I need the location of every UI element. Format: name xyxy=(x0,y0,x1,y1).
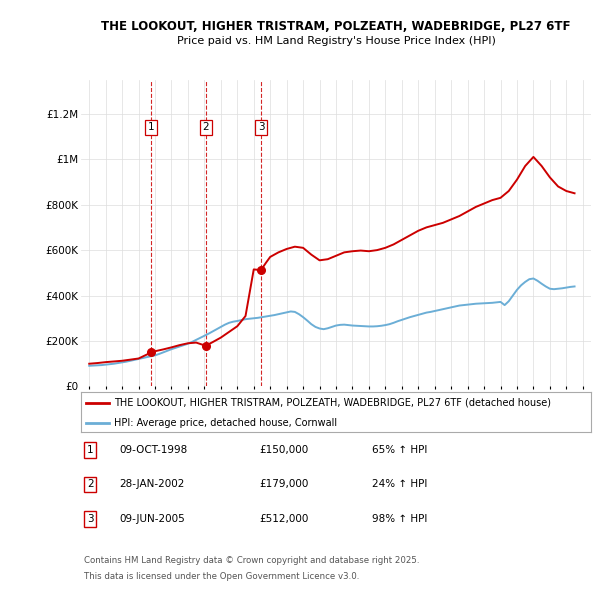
Text: 98% ↑ HPI: 98% ↑ HPI xyxy=(372,513,427,523)
Text: 09-OCT-1998: 09-OCT-1998 xyxy=(119,445,187,455)
Text: 2: 2 xyxy=(202,122,209,132)
Text: This data is licensed under the Open Government Licence v3.0.: This data is licensed under the Open Gov… xyxy=(84,572,359,581)
Text: 1: 1 xyxy=(148,122,155,132)
Text: 2: 2 xyxy=(87,480,94,490)
Text: HPI: Average price, detached house, Cornwall: HPI: Average price, detached house, Corn… xyxy=(114,418,337,428)
Text: £512,000: £512,000 xyxy=(260,513,309,523)
Text: 24% ↑ HPI: 24% ↑ HPI xyxy=(372,480,427,490)
Text: THE LOOKOUT, HIGHER TRISTRAM, POLZEATH, WADEBRIDGE, PL27 6TF: THE LOOKOUT, HIGHER TRISTRAM, POLZEATH, … xyxy=(101,20,571,33)
Text: 28-JAN-2002: 28-JAN-2002 xyxy=(119,480,185,490)
Text: 3: 3 xyxy=(87,513,94,523)
Text: 1: 1 xyxy=(87,445,94,455)
Text: THE LOOKOUT, HIGHER TRISTRAM, POLZEATH, WADEBRIDGE, PL27 6TF (detached house): THE LOOKOUT, HIGHER TRISTRAM, POLZEATH, … xyxy=(114,398,551,408)
Text: Price paid vs. HM Land Registry's House Price Index (HPI): Price paid vs. HM Land Registry's House … xyxy=(176,37,496,46)
Text: £150,000: £150,000 xyxy=(260,445,309,455)
Text: 65% ↑ HPI: 65% ↑ HPI xyxy=(372,445,427,455)
Text: Contains HM Land Registry data © Crown copyright and database right 2025.: Contains HM Land Registry data © Crown c… xyxy=(84,556,419,565)
Text: 09-JUN-2005: 09-JUN-2005 xyxy=(119,513,185,523)
Text: 3: 3 xyxy=(257,122,264,132)
Text: £179,000: £179,000 xyxy=(260,480,309,490)
